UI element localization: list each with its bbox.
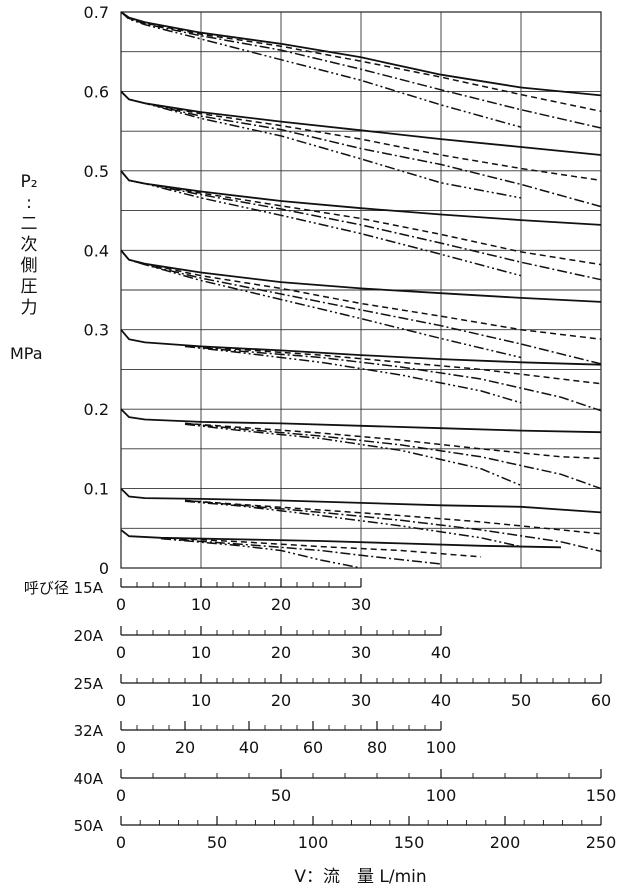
pressure-curves [120,11,602,569]
pressure-curve [184,422,602,460]
flow-scale-tick-label: 30 [351,595,371,614]
flow-scale-tick-label: 40 [431,643,451,662]
flow-scale-label: 50A [74,817,104,835]
pressure-curve [120,90,522,199]
flow-scale-tick-label: 0 [116,643,126,662]
y-tick-label: 0.1 [84,480,109,499]
y-tick-label: 0.6 [84,82,109,101]
flow-scale-tick-label: 150 [586,786,617,805]
y-axis-label-char: 次 [20,235,38,255]
y-axis-unit: MPa [10,344,43,363]
flow-scales: 呼び径 15A 0 10 20 30 20A 0 10 20 30 40 25A 0 10 20 30 40 50… [24,578,616,852]
y-tick-label: 0.2 [84,400,109,419]
flow-scale-tick-label: 20 [175,738,195,757]
flow-scale-tick-label: 0 [116,738,126,757]
flow-scale-tick-label: 0 [116,786,126,805]
y-tick-label: 0.7 [84,3,109,22]
flow-scale-tick-label: 40 [431,691,451,710]
flow-scale-label: 32A [74,722,104,740]
flow-scale-tick-label: 10 [191,643,211,662]
pressure-curve [120,249,602,303]
flow-scale-tick-label: 100 [426,786,457,805]
flow-scale-tick-label: 80 [367,738,387,757]
pressure-curve [120,487,602,514]
flow-scale-tick-label: 60 [591,691,611,710]
pressure-curve [160,537,482,558]
flow-scale-tick-label: 10 [191,691,211,710]
pressure-curve [120,170,602,226]
flow-scale-label: 25A [74,675,104,693]
flow-scale-tick-label: 0 [116,595,126,614]
pressure-curve [120,90,602,156]
pressure-curve [120,529,562,549]
pressure-curve [184,423,522,487]
pressure-curve [184,500,522,548]
pressure-curve [120,170,602,266]
flow-scale-label: 呼び径 15A [24,579,104,597]
flow-scale-tick-label: 50 [511,691,531,710]
flow-scale-tick-label: 30 [351,691,371,710]
pressure-curve [120,11,602,113]
y-axis-label-char: 側 [20,256,38,276]
flow-scale-tick-label: 0 [116,691,126,710]
pressure-curve [184,345,522,404]
y-tick-label: 0 [99,559,109,578]
flow-scale-1: 20A 0 10 20 30 40 [74,626,451,662]
flow-scale-tick-label: 30 [351,643,371,662]
pressure-curve [120,11,602,129]
x-axis-label-text: V：流 量 L/min [294,867,427,887]
pressure-curve [184,499,602,553]
flow-scale-tick-label: 20 [271,691,291,710]
pressure-curve [120,249,602,365]
flow-scale-tick-label: 100 [426,738,457,757]
y-axis-label-char: 二 [20,214,38,234]
y-axis-label: P₂: 二次側圧力 [14,172,44,319]
flow-scale-2: 25A 0 10 20 30 40 50 60 [74,674,611,710]
pressure-curve [184,345,602,412]
pressure-curve [120,408,602,434]
x-axis-label: V：流 量 L/min [0,862,621,887]
flow-scale-tick-label: 150 [394,833,425,852]
flow-scale-tick-label: 40 [239,738,259,757]
flow-scale-label: 20A [74,627,104,645]
plot-grid [120,11,602,569]
flow-scale-tick-label: 100 [298,833,329,852]
y-tick-label: 0.5 [84,162,109,181]
pressure-curve [120,90,602,208]
pressure-curve [120,249,602,340]
flow-scale-tick-label: 200 [490,833,521,852]
pressure-curve [160,537,362,569]
pressure-curve [120,11,602,97]
pressure-curve [184,422,602,490]
flow-scale-label: 40A [74,770,104,788]
flow-scale-tick-label: 20 [271,595,291,614]
pressure-curve [120,90,602,182]
flow-scale-0: 呼び径 15A 0 10 20 30 [24,578,371,614]
y-tick-label: 0.3 [84,321,109,340]
flow-scale-5: 50A 0 50 100 150 200 250 [74,816,617,852]
y-axis-label-char: : [26,193,32,213]
y-tick-labels: 0 0.1 0.2 0.3 0.4 0.5 0.6 0.7 [84,3,109,578]
flow-scale-4: 40A 0 50 100 150 [74,769,617,805]
flow-scale-tick-label: 50 [271,786,291,805]
pressure-curve [120,11,522,128]
flow-scale-tick-label: 250 [586,833,617,852]
y-axis-label-char: 力 [20,298,38,318]
flow-scale-tick-label: 0 [116,833,126,852]
pressure-curve [120,170,602,281]
y-tick-label: 0.4 [84,241,109,260]
pressure-curve [120,329,602,366]
pressure-curve [120,249,522,359]
y-axis-label-char: 圧 [20,277,38,297]
flow-scale-tick-label: 10 [191,595,211,614]
y-axis-label-char: P₂ [20,172,38,192]
flow-scale-tick-label: 20 [271,643,291,662]
flow-scale-tick-label: 60 [303,738,323,757]
flow-scale-3: 32A 0 20 40 60 80 100 [74,721,457,757]
flow-scale-tick-label: 50 [207,833,227,852]
